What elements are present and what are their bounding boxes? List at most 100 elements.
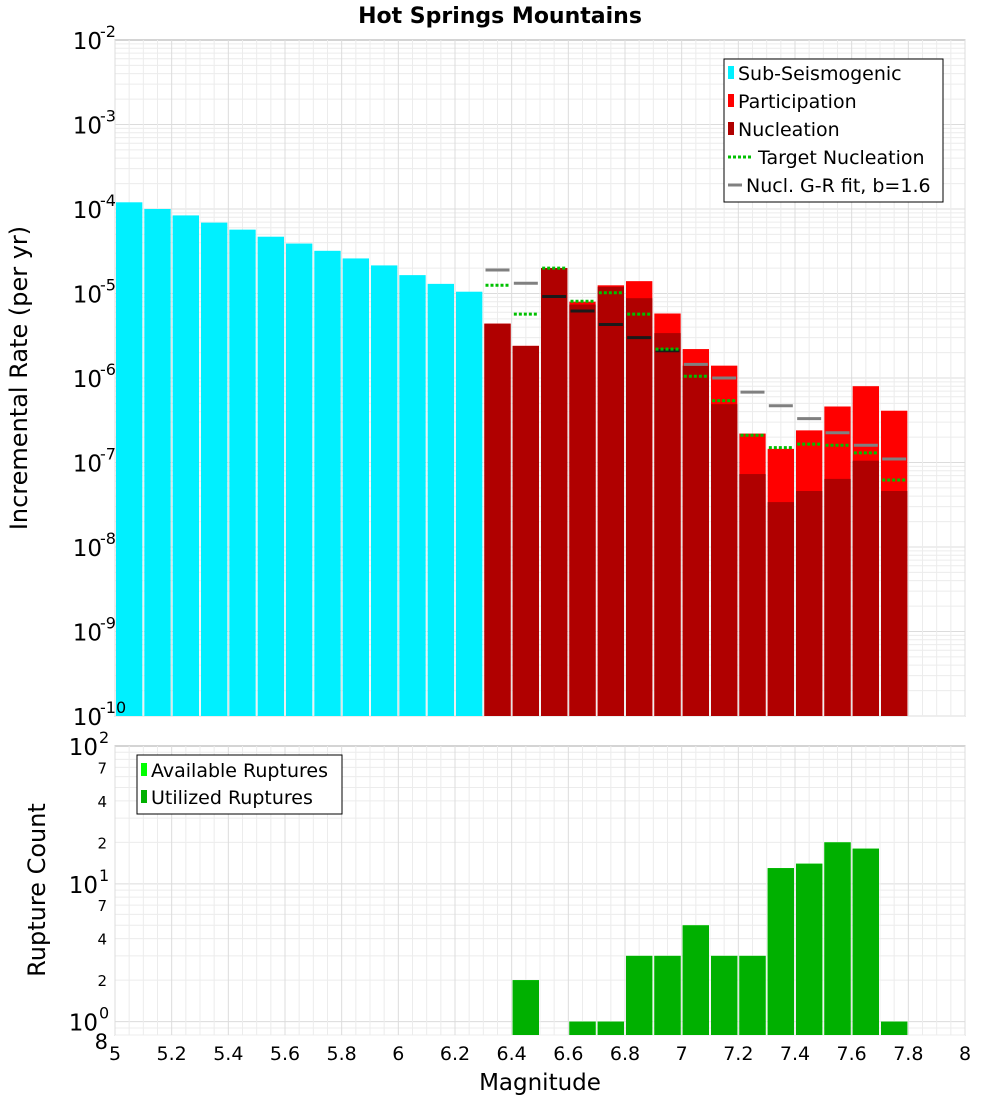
count-y-tick-minor: 7	[97, 897, 107, 915]
sub-seismogenic-bar	[144, 209, 171, 716]
rate-y-tick: 10-8	[73, 529, 116, 562]
count-y-tick: 10 1	[69, 866, 109, 899]
sub-seismogenic-bar	[427, 283, 454, 716]
nucleation-bar	[682, 365, 709, 716]
sub-seismogenic-bar	[371, 265, 398, 716]
rate-y-tick-exponent: -2	[100, 22, 116, 41]
rate-legend-box	[723, 58, 944, 203]
x-tick-label: 5.8	[327, 1043, 357, 1065]
x-tick-label: 5	[109, 1043, 121, 1065]
rate-legend-label: Nucl. G-R fit, b=1.6	[746, 175, 931, 197]
x-tick-label: 7.2	[723, 1043, 753, 1065]
nucleation-bar	[654, 333, 681, 716]
sub-seismogenic-bar	[399, 275, 426, 716]
count-y-tick-exponent: 2	[99, 728, 109, 747]
count-y-tick-exponent: 0	[99, 1004, 109, 1023]
rate-y-tick-exponent: -5	[100, 276, 116, 295]
sub-seismogenic-bar	[456, 291, 483, 716]
rate-legend-item: Participation	[728, 91, 857, 113]
rate-legend-label: Nucleation	[738, 119, 840, 141]
rate-y-tick-exponent: -3	[100, 107, 116, 126]
rate-legend-swatch	[728, 66, 734, 79]
utilized-ruptures-bar	[711, 955, 738, 1035]
rate-legend-label: Target Nucleation	[757, 147, 925, 169]
rate-legend-item: Nucl. G-R fit, b=1.6	[728, 175, 931, 197]
sub-seismogenic-bar	[342, 258, 369, 716]
sub-seismogenic-bar	[201, 222, 228, 716]
rate-legend-label: Sub-Seismogenic	[738, 63, 902, 85]
count-y-axis-label: Rupture Count	[23, 803, 51, 977]
rate-y-tick-exponent: -8	[100, 529, 116, 548]
nucleation-bar	[569, 304, 596, 716]
rate-legend-swatch	[728, 94, 734, 107]
count-y-tick: 2	[97, 834, 107, 852]
rate-legend-item: Sub-Seismogenic	[728, 63, 902, 85]
rate-bars	[116, 202, 908, 716]
nucleation-bar	[512, 345, 539, 716]
rate-y-tick-exponent: -9	[100, 614, 116, 633]
rate-y-tick-base: 10	[73, 452, 102, 478]
count-legend-label: Available Ruptures	[151, 760, 328, 782]
rate-y-tick-base: 10	[73, 29, 102, 55]
rate-y-tick-exponent: -10	[100, 698, 126, 717]
count-y-tick-minor: 4	[97, 793, 107, 811]
x-tick-label: 7	[676, 1043, 688, 1065]
rate-y-tick: 10-2	[73, 22, 116, 55]
x-tick-label: 8	[959, 1043, 971, 1065]
utilized-ruptures-bar	[796, 863, 823, 1035]
rate-y-axis-label: Incremental Rate (per yr)	[5, 226, 33, 530]
count-legend-label: Utilized Ruptures	[151, 787, 313, 809]
utilized-ruptures-bar	[824, 842, 851, 1035]
rate-legend-item: Nucleation	[728, 119, 840, 141]
count-y-tick: 2	[97, 972, 107, 990]
count-y-tick-base: 10	[69, 1011, 98, 1037]
count-y-tick-minor: 7	[97, 759, 107, 777]
count-grid	[114, 746, 966, 1036]
rate-y-tick-base: 10	[73, 367, 102, 393]
rate-y-tick-exponent: -7	[100, 445, 116, 464]
x-tick-label: 6.2	[440, 1043, 470, 1065]
rate-y-tick-base: 10	[73, 198, 102, 224]
count-y-tick-base: 10	[69, 873, 98, 899]
rate-y-tick-exponent: -6	[100, 360, 116, 379]
sub-seismogenic-bar	[229, 229, 256, 716]
utilized-ruptures-bar	[767, 868, 794, 1035]
utilized-ruptures-bar	[654, 955, 681, 1035]
x-tick-label: 7.6	[837, 1043, 867, 1065]
count-legend-item: Available Ruptures	[141, 760, 328, 782]
utilized-ruptures-bar	[852, 848, 879, 1035]
rate-y-tick-exponent: -4	[100, 191, 116, 210]
utilized-ruptures-bar	[569, 1021, 596, 1035]
nucleation-bar	[484, 323, 511, 716]
nucleation-bar	[739, 474, 766, 716]
x-tick-label: 5.4	[213, 1043, 243, 1065]
nucleation-bar	[711, 404, 738, 716]
rate-y-tick-base: 10	[73, 621, 102, 647]
count-y-tick: 7	[97, 759, 107, 777]
rate-y-tick-base: 10	[73, 536, 102, 562]
rate-y-tick: 10-4	[73, 191, 116, 224]
sub-seismogenic-bar	[314, 250, 341, 716]
rate-y-tick: 10-9	[73, 614, 116, 647]
sub-seismogenic-bar	[257, 236, 284, 716]
count-y-tick-minor: 2	[97, 834, 107, 852]
count-y-tick: 4	[97, 931, 107, 949]
count-legend-swatch	[141, 790, 147, 803]
nucleation-bar	[824, 478, 851, 716]
rate-y-tick: 10-7	[73, 445, 116, 478]
utilized-ruptures-bar	[739, 955, 766, 1035]
rate-y-tick: 10-6	[73, 360, 116, 393]
x-tick-label: 6	[392, 1043, 404, 1065]
rate-y-tick-base: 10	[73, 283, 102, 309]
x-tick-label: 6.8	[610, 1043, 640, 1065]
rate-legend-label: Participation	[738, 91, 857, 113]
nucleation-bar	[541, 268, 568, 716]
rate-legend-swatch	[728, 122, 734, 135]
nucleation-bar	[597, 286, 624, 716]
utilized-ruptures-bar	[597, 1021, 624, 1035]
x-tick-label: 5.2	[157, 1043, 187, 1065]
count-legend: Available Ruptures Utilized Ruptures	[136, 754, 343, 815]
